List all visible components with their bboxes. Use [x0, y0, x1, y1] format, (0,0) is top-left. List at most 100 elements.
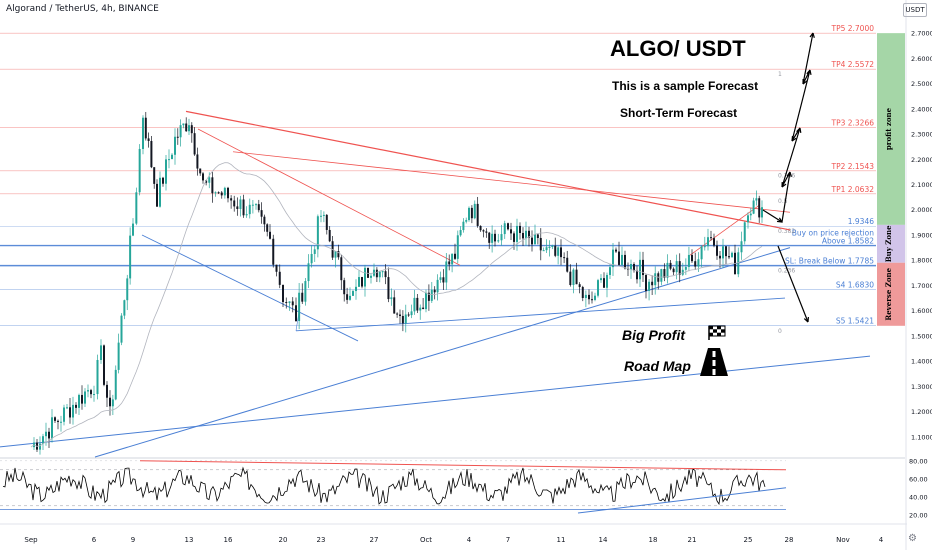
candles-layer: [30, 111, 763, 455]
road-icon: [700, 348, 728, 376]
candle-body: [370, 275, 372, 278]
candle-body: [722, 246, 724, 259]
candle-body: [310, 253, 313, 264]
level-label: Above 1.8582: [822, 237, 874, 246]
price-tick-label: 1.4000: [911, 358, 932, 366]
candle-body: [563, 257, 566, 259]
candle-body: [660, 269, 663, 282]
candle-body: [255, 204, 257, 206]
candle-body: [304, 281, 307, 302]
candle-body: [747, 215, 749, 223]
candle-body: [242, 199, 245, 216]
candle-body: [534, 234, 536, 245]
oscillator-tick-label: 60.00: [909, 475, 928, 483]
candle-body: [54, 417, 56, 421]
candle-body: [282, 284, 284, 302]
candle-body: [761, 207, 763, 218]
candle-body: [588, 294, 590, 300]
candle-body: [603, 278, 605, 288]
arrow-head: [796, 127, 802, 133]
candle-body: [199, 168, 202, 174]
candle-body: [422, 307, 425, 310]
candle-body: [236, 206, 239, 209]
candle-body: [168, 159, 170, 161]
candle-body: [439, 277, 442, 280]
candle-body: [401, 315, 404, 324]
candle-body: [488, 232, 491, 243]
candle-body: [159, 177, 161, 207]
candle-body: [407, 314, 410, 316]
arrow-head: [791, 135, 797, 142]
date-tick-label: 18: [649, 536, 658, 544]
candle-body: [138, 148, 141, 193]
candle-body: [334, 251, 337, 258]
candle-body: [269, 231, 271, 239]
candle-body: [42, 436, 44, 444]
price-tick-label: 1.5000: [911, 332, 932, 340]
price-tick-label: 1.2000: [911, 408, 932, 416]
candle-body: [606, 274, 608, 288]
candle-body: [120, 315, 123, 343]
candle-body: [654, 273, 657, 286]
candle-body: [381, 271, 384, 273]
fib-label: 1: [778, 71, 782, 78]
candle-body: [251, 204, 254, 206]
candle-body: [419, 307, 422, 311]
price-tick-label: 2.0000: [911, 206, 932, 214]
candle-body: [507, 223, 509, 230]
candle-body: [387, 277, 390, 300]
level-label: TP3 2.3266: [830, 118, 874, 127]
candle-body: [223, 187, 226, 196]
candle-body: [459, 230, 462, 236]
axis-layer: 2.7000 2.6000 2.5000 2.4000 2.3000 2.2000 2.10…: [0, 30, 932, 544]
candle-body: [669, 262, 672, 269]
candle-body: [448, 261, 451, 265]
candle-body: [465, 220, 468, 222]
candle-body: [263, 216, 266, 225]
level-label: TP2 2.1543: [830, 162, 874, 171]
candle-body: [728, 256, 730, 258]
candle-body: [188, 125, 190, 132]
candle-body: [648, 281, 651, 291]
zone-box: [877, 224, 905, 263]
date-tick-label: 9: [131, 536, 135, 544]
currency-badge[interactable]: USDT: [903, 3, 927, 17]
resistance-trendline: [185, 110, 791, 231]
settings-gear-icon[interactable]: ⚙: [908, 533, 917, 544]
candle-body: [404, 314, 407, 324]
candle-body: [337, 251, 340, 258]
candle-body: [545, 247, 548, 251]
support-trendline: [141, 234, 359, 342]
candle-body: [217, 192, 220, 194]
level-label: S5 1.5421: [836, 316, 874, 325]
candle-body: [320, 215, 322, 217]
arrow-head: [806, 69, 812, 76]
candle-body: [542, 250, 545, 252]
candle-body: [491, 233, 494, 243]
candle-body: [639, 259, 641, 280]
oscillator-tick-label: 20.00: [909, 511, 928, 519]
candle-body: [525, 230, 527, 239]
candle-body: [87, 390, 89, 392]
level-label: TP5 2.7000: [830, 24, 874, 33]
level-label: 1.9346: [848, 217, 874, 226]
candle-body: [126, 278, 129, 301]
candle-body: [144, 117, 147, 139]
candle-body: [700, 246, 703, 260]
candle-body: [307, 263, 310, 282]
icon-layer: [700, 325, 728, 376]
candle-body: [694, 261, 697, 267]
big-profit-label: Big Profit: [622, 327, 685, 343]
candle-body: [578, 284, 581, 288]
candle-body: [497, 240, 500, 242]
price-tick-label: 2.2000: [911, 156, 932, 164]
candle-body: [624, 254, 626, 269]
candle-body: [328, 229, 331, 242]
oscillator-layer: [0, 460, 787, 514]
candle-body: [436, 279, 439, 293]
candle-body: [737, 252, 740, 275]
candle-body: [39, 443, 41, 450]
candle-body: [109, 397, 111, 407]
candle-body: [651, 281, 654, 286]
